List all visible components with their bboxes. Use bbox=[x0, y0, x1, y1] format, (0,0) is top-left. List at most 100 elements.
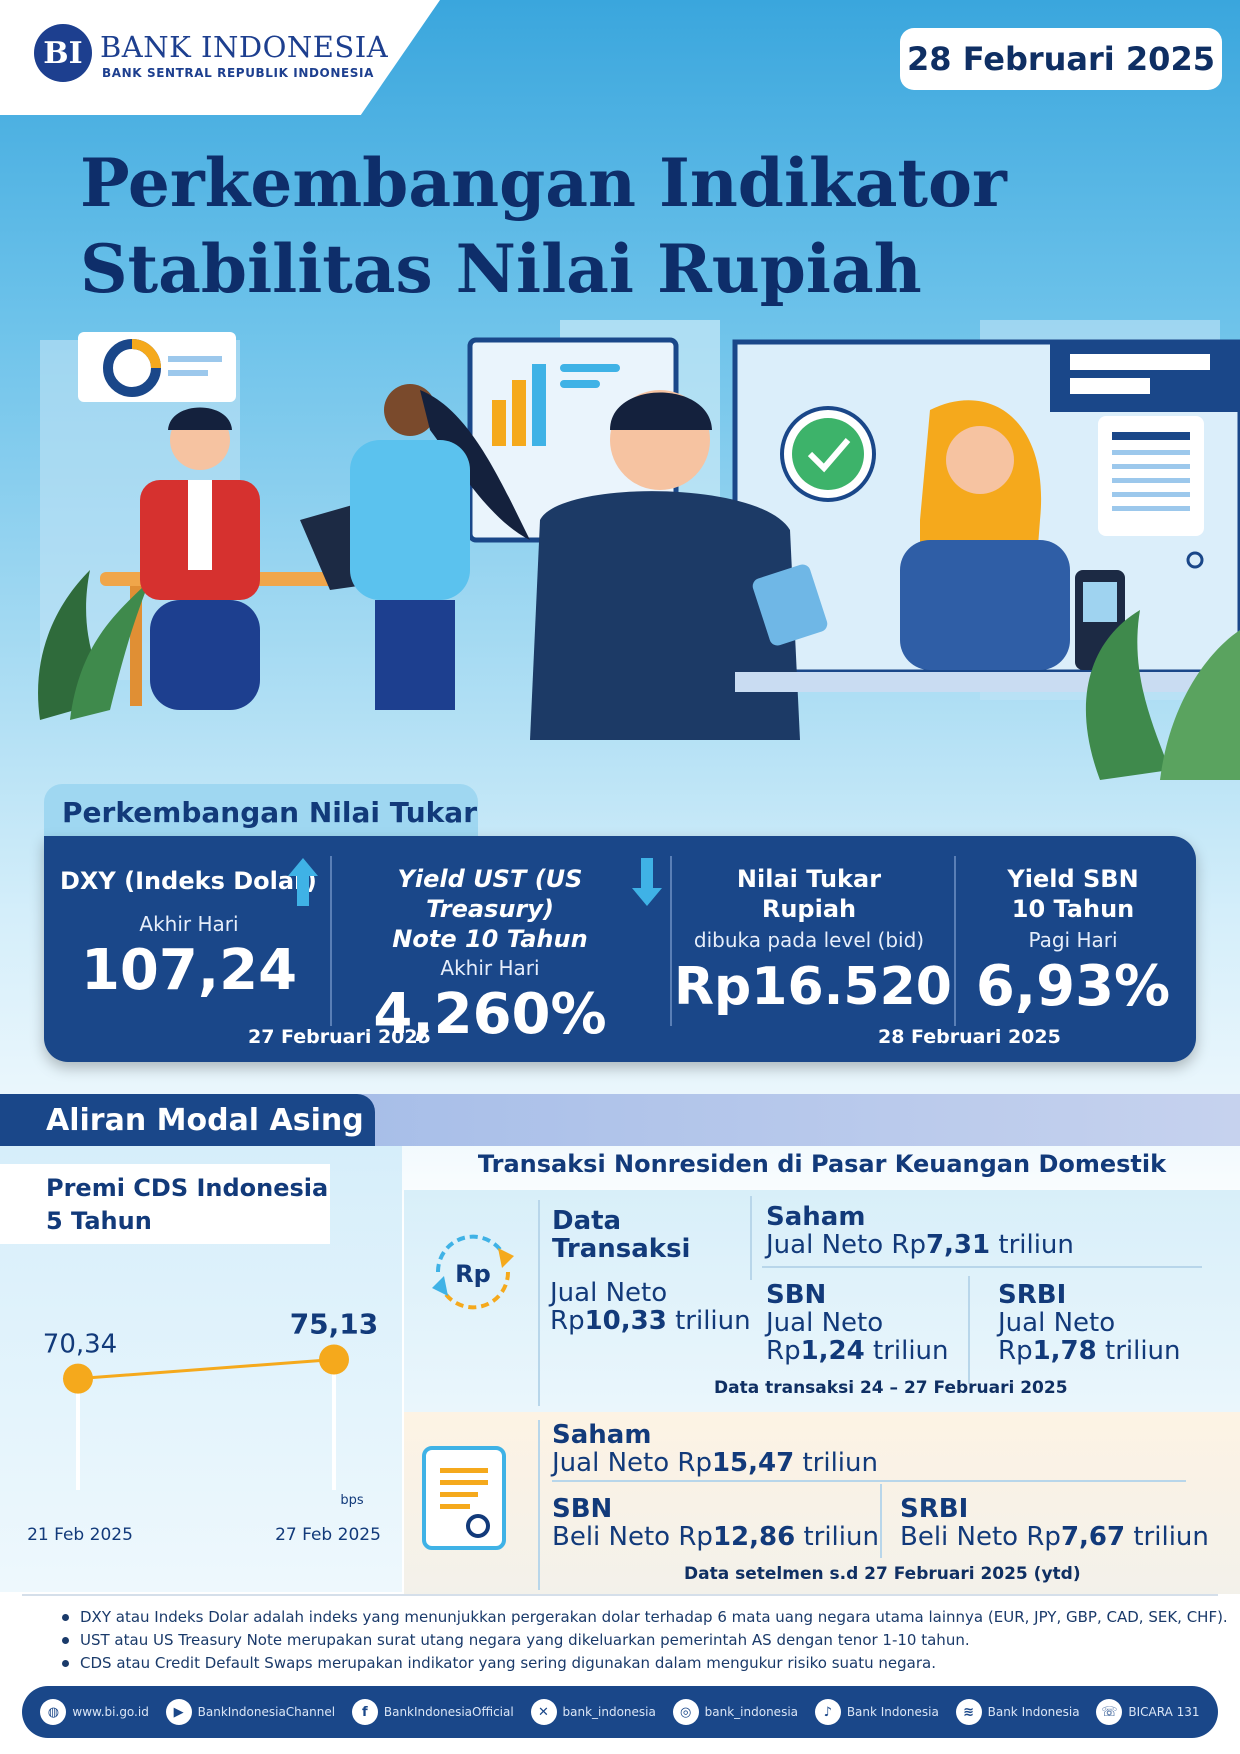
settlement-saham-value-line: Jual Neto Rp15,47 triliun bbox=[552, 1448, 878, 1478]
saham-value-line: Jual Neto Rp7,31 triliun bbox=[766, 1230, 1074, 1260]
settlement-srbi-title: SRBI bbox=[900, 1494, 969, 1524]
cds-drop-line bbox=[76, 1378, 80, 1490]
ust-block: Yield UST (US Treasury) Note 10 Tahun Ak… bbox=[340, 836, 640, 1047]
footnotes: DXY atau Indeks Dolar adalah indeks yang… bbox=[62, 1606, 1232, 1675]
rupiah-heading-2: Rupiah bbox=[761, 895, 857, 923]
footer-item-x[interactable]: ✕ bank_indonesia bbox=[530, 1699, 656, 1725]
settlement-sbn-value-line: Beli Neto Rp12,86 triliun bbox=[552, 1522, 879, 1552]
rupiah-value: Rp16.520 bbox=[674, 957, 952, 1017]
dxy-sub: Akhir Hari bbox=[139, 912, 239, 936]
bicara-icon: ☏ bbox=[1096, 1699, 1123, 1725]
title-line-1: Perkembangan Indikator bbox=[80, 144, 1007, 222]
settlement-period-note: Data setelmen s.d 27 Februari 2025 (ytd) bbox=[684, 1564, 1081, 1584]
cds-data-point bbox=[63, 1363, 93, 1394]
logo-subtitle: BANK SENTRAL REPUBLIK INDONESIA bbox=[102, 66, 374, 80]
facebook-icon: f bbox=[351, 1699, 378, 1725]
cds-unit-label: bps bbox=[340, 1493, 364, 1508]
footnote: CDS atau Credit Default Swaps merupakan … bbox=[62, 1652, 1232, 1675]
sbn-heading-1: Yield SBN bbox=[1007, 865, 1139, 893]
footnote: DXY atau Indeks Dolar adalah indeks yang… bbox=[62, 1606, 1232, 1629]
sbn-value-line: Rp1,24 triliun bbox=[766, 1336, 949, 1366]
footnote: UST atau US Treasury Note merupakan sura… bbox=[62, 1629, 1232, 1652]
date-text: 28 Februari 2025 bbox=[907, 40, 1215, 78]
tiktok-icon: ♪ bbox=[814, 1699, 841, 1725]
separator bbox=[670, 856, 672, 1026]
divider bbox=[538, 1420, 540, 1590]
youtube-icon: ▶ bbox=[165, 1699, 192, 1725]
transactions-heading: Transaksi Nonresiden di Pasar Keuangan D… bbox=[477, 1150, 1167, 1178]
footer-item-facebook[interactable]: f BankIndonesiaOfficial bbox=[351, 1699, 514, 1725]
rupiah-sub: dibuka pada level (bid) bbox=[693, 928, 925, 952]
cds-x-tick-label: 21 Feb 2025 bbox=[27, 1525, 133, 1545]
cds-data-label: 70,34 bbox=[43, 1330, 117, 1360]
divider bbox=[22, 1594, 1218, 1596]
ust-sub: Akhir Hari bbox=[440, 956, 540, 980]
footer-item-tiktok[interactable]: ♪ Bank Indonesia bbox=[814, 1699, 939, 1725]
spotify-icon: ≋ bbox=[955, 1699, 982, 1725]
divider bbox=[968, 1276, 970, 1384]
arrow-down-icon bbox=[632, 858, 662, 906]
cds-series-line bbox=[77, 1357, 335, 1381]
page-title: Perkembangan Indikator Stabilitas Nilai … bbox=[80, 140, 1007, 312]
sbn-label: Jual Neto bbox=[766, 1308, 884, 1338]
settlement-box bbox=[404, 1412, 1240, 1594]
footer-item-instagram[interactable]: ◎ bank_indonesia bbox=[672, 1699, 798, 1725]
exchange-date-right: 28 Februari 2025 bbox=[878, 1026, 1061, 1048]
divider bbox=[552, 1480, 1186, 1482]
cds-label: Premi CDS Indonesia 5 Tahun bbox=[0, 1164, 330, 1244]
settlement-sbn-title: SBN bbox=[552, 1494, 613, 1524]
ust-heading-1: Yield UST (US Treasury) bbox=[397, 865, 583, 923]
total-net-label: Jual Neto bbox=[550, 1278, 668, 1308]
exchange-tab-label: Perkembangan Nilai Tukar bbox=[44, 784, 478, 840]
sbn-block: Yield SBN 10 Tahun Pagi Hari 6,93% bbox=[958, 836, 1188, 1026]
sbn-heading-2: 10 Tahun bbox=[1011, 895, 1135, 923]
document-icon bbox=[422, 1446, 506, 1550]
transactions-box bbox=[404, 1190, 1240, 1412]
divider bbox=[880, 1484, 882, 1558]
cds-label-line-2: 5 Tahun bbox=[46, 1207, 152, 1235]
sbn-value: 6,93% bbox=[975, 954, 1171, 1019]
exchange-panel: DXY (Indeks Dolar) Akhir Hari 107,24 Yie… bbox=[44, 836, 1196, 1062]
total-net-value-line: Rp10,33 triliun bbox=[550, 1306, 751, 1336]
separator bbox=[330, 856, 332, 1026]
ust-heading-2: Note 10 Tahun bbox=[392, 925, 588, 953]
cds-chart: 70,34 21 Feb 2025 75,13 27 Feb 2025 bps bbox=[27, 1307, 381, 1545]
dxy-heading: DXY (Indeks Dolar) bbox=[60, 867, 317, 895]
srbi-title: SRBI bbox=[998, 1280, 1067, 1310]
cds-data-point bbox=[319, 1344, 349, 1375]
office-illustration bbox=[38, 320, 1240, 780]
footer-item-spotify[interactable]: ≋ Bank Indonesia bbox=[955, 1699, 1080, 1725]
sbn-sub: Pagi Hari bbox=[1028, 928, 1118, 952]
footer-item-bicara[interactable]: ☏ BICARA 131 bbox=[1096, 1699, 1200, 1725]
footer-item-website[interactable]: ◍ www.bi.go.id bbox=[40, 1699, 149, 1725]
data-transaksi-title-2: Transaksi bbox=[552, 1234, 691, 1264]
divider bbox=[762, 1266, 1202, 1268]
date-badge: 28 Februari 2025 bbox=[900, 28, 1222, 90]
rupiah-block: Nilai Tukar Rupiah dibuka pada level (bi… bbox=[674, 836, 952, 1026]
dxy-block: DXY (Indeks Dolar) Akhir Hari 107,24 bbox=[54, 836, 324, 1026]
rupiah-cycle-icon: Rp bbox=[432, 1234, 514, 1310]
srbi-value-line: Rp1,78 triliun bbox=[998, 1336, 1181, 1366]
dxy-value: 107,24 bbox=[80, 938, 298, 1003]
settlement-saham-title: Saham bbox=[552, 1420, 652, 1450]
arrow-up-icon bbox=[288, 858, 318, 906]
ust-value: 4,260% bbox=[373, 982, 607, 1047]
data-transaksi-title-1: Data bbox=[552, 1206, 622, 1236]
instagram-icon: ◎ bbox=[672, 1699, 699, 1725]
capital-flow-tab-label: Aliran Modal Asing bbox=[0, 1094, 375, 1146]
cds-drop-line bbox=[332, 1359, 336, 1490]
srbi-label: Jual Neto bbox=[998, 1308, 1116, 1338]
footer-item-youtube[interactable]: ▶ BankIndonesiaChannel bbox=[165, 1699, 335, 1725]
logo-name: BANK INDONESIA bbox=[100, 30, 389, 64]
globe-icon: ◍ bbox=[40, 1699, 67, 1725]
sbn-title: SBN bbox=[766, 1280, 827, 1310]
divider bbox=[750, 1196, 752, 1280]
exchange-date-left: 27 Februari 2025 bbox=[248, 1026, 431, 1048]
separator bbox=[954, 856, 956, 1026]
settlement-srbi-value-line: Beli Neto Rp7,67 triliun bbox=[900, 1522, 1209, 1552]
social-footer: ◍ www.bi.go.id ▶ BankIndonesiaChannel f Ban… bbox=[22, 1686, 1218, 1738]
cds-x-tick-label: 27 Feb 2025 bbox=[275, 1525, 381, 1545]
cds-data-label: 75,13 bbox=[290, 1307, 379, 1340]
divider bbox=[538, 1200, 540, 1406]
